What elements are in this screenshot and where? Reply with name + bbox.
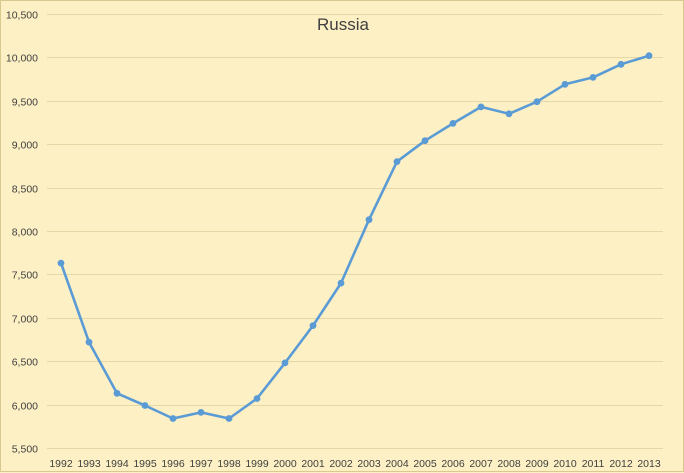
data-point xyxy=(253,395,261,402)
data-point xyxy=(337,279,345,287)
y-tick-label: 6,000 xyxy=(12,401,38,413)
data-point xyxy=(365,216,373,224)
x-tick-label: 2011 xyxy=(582,458,605,470)
series-group xyxy=(57,52,653,422)
x-tick-label: 2012 xyxy=(609,458,633,470)
x-axis-ticks: 1992 1993 1994 1995 1996 1997 1998 1999 2000 2001… xyxy=(49,458,661,470)
y-axis-ticks: 5,500 6,000 6,500 7,000 7,500 8,000 8,500 9,000… xyxy=(6,10,38,456)
data-point xyxy=(393,158,401,166)
x-tick-label: 1992 xyxy=(49,458,73,470)
x-tick-label: 1997 xyxy=(189,458,213,470)
x-tick-label: 2009 xyxy=(525,458,549,470)
x-tick-label: 2005 xyxy=(413,458,437,470)
data-point xyxy=(617,60,625,68)
data-point xyxy=(197,409,205,416)
x-tick-label: 2008 xyxy=(497,458,521,470)
x-tick-label: 2003 xyxy=(357,458,381,470)
x-tick-label: 2007 xyxy=(469,458,493,470)
y-tick-label: 9,000 xyxy=(12,140,38,152)
data-point xyxy=(141,402,149,409)
data-point xyxy=(169,415,177,422)
data-point xyxy=(533,98,541,106)
x-tick-label: 1998 xyxy=(217,458,241,470)
data-point xyxy=(85,338,93,346)
x-tick-label: 2004 xyxy=(385,458,409,470)
data-point xyxy=(645,52,653,60)
y-tick-label: 8,000 xyxy=(12,227,38,239)
y-tick-label: 7,500 xyxy=(12,270,38,282)
y-tick-label: 5,500 xyxy=(12,444,38,456)
x-tick-label: 1994 xyxy=(105,458,129,470)
y-tick-label: 8,500 xyxy=(12,184,38,196)
x-tick-label: 2013 xyxy=(637,458,661,470)
data-point xyxy=(113,389,121,397)
data-point xyxy=(225,415,233,422)
data-point xyxy=(561,80,569,88)
gridlines xyxy=(47,14,663,449)
data-point xyxy=(57,259,65,267)
data-point xyxy=(281,359,289,367)
y-tick-label: 10,500 xyxy=(6,10,38,22)
series-line xyxy=(59,54,651,420)
data-point xyxy=(505,110,513,118)
x-tick-label: 2002 xyxy=(329,458,353,470)
x-tick-label: 1995 xyxy=(133,458,157,470)
y-tick-label: 6,500 xyxy=(12,357,38,369)
y-tick-label: 9,500 xyxy=(12,97,38,109)
y-tick-label: 10,000 xyxy=(6,53,38,65)
x-tick-label: 2001 xyxy=(301,458,325,470)
x-tick-label: 2010 xyxy=(553,458,577,470)
x-tick-label: 1999 xyxy=(245,458,269,470)
x-tick-label: 2006 xyxy=(441,458,465,470)
x-tick-label: 2000 xyxy=(273,458,297,470)
data-point xyxy=(421,137,429,145)
data-point xyxy=(309,322,317,329)
x-tick-label: 1993 xyxy=(77,458,101,470)
x-tick-label: 1996 xyxy=(161,458,185,470)
y-tick-label: 7,000 xyxy=(12,314,38,326)
data-point xyxy=(589,74,597,81)
data-point xyxy=(477,103,485,111)
chart-title: Russia xyxy=(317,15,370,34)
data-point xyxy=(449,120,457,127)
